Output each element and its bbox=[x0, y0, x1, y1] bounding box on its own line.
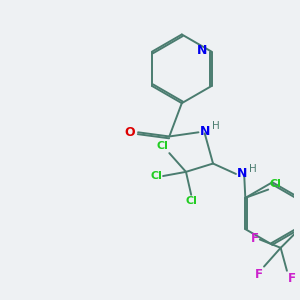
Text: Cl: Cl bbox=[269, 178, 281, 188]
Text: H: H bbox=[212, 121, 220, 131]
Text: N: N bbox=[197, 44, 207, 57]
Text: O: O bbox=[124, 126, 135, 139]
Text: F: F bbox=[255, 268, 263, 281]
Text: F: F bbox=[288, 272, 296, 285]
Text: N: N bbox=[200, 125, 210, 138]
Text: N: N bbox=[237, 167, 247, 180]
Text: F: F bbox=[251, 232, 259, 245]
Text: H: H bbox=[250, 164, 257, 174]
Text: Cl: Cl bbox=[150, 171, 162, 181]
Text: Cl: Cl bbox=[156, 141, 168, 151]
Text: Cl: Cl bbox=[185, 196, 197, 206]
